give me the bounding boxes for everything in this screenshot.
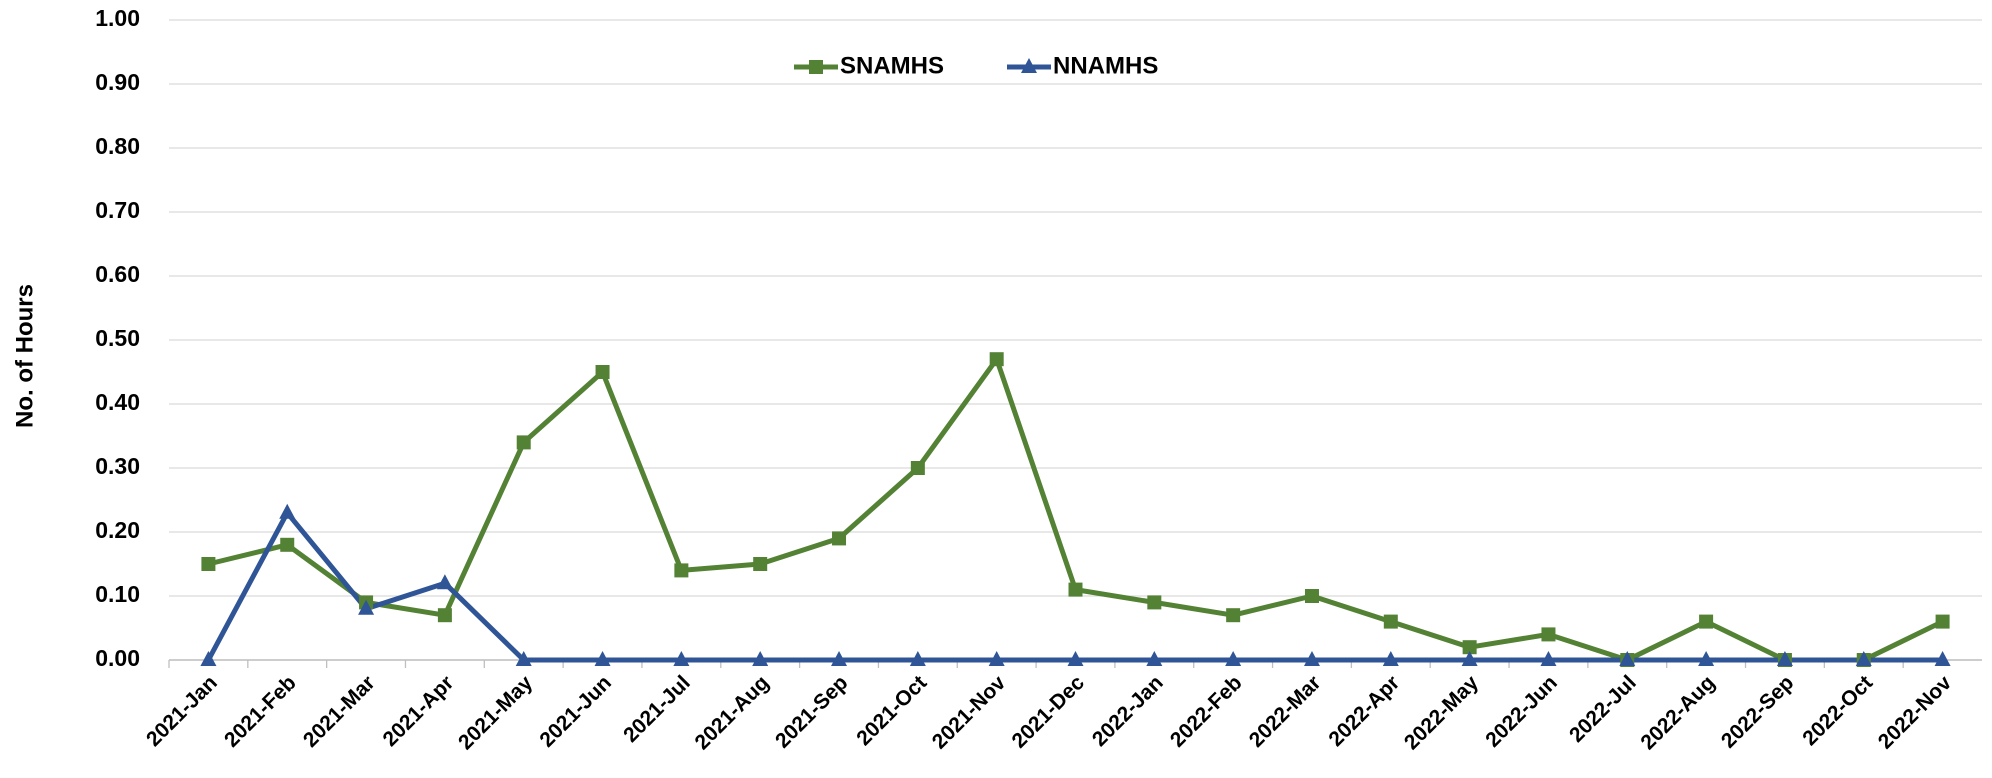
data-point [280,537,295,552]
data-point [1226,608,1241,623]
x-tick-label: 2022-Nov [1874,671,1957,754]
x-tick-label: 2021-Jul [619,671,695,747]
x-tick-label: 2022-Sep [1717,671,1798,752]
data-point [1146,651,1163,666]
data-point [1698,651,1715,666]
data-point [1934,651,1951,666]
x-tick-label: 2022-Jun [1481,671,1562,752]
legend-marker [1021,58,1037,73]
x-tick-label: 2021-Dec [1007,671,1089,753]
x-tick-label: 2021-Mar [299,671,380,752]
data-point [832,531,847,546]
x-tick-label: 2021-Sep [771,671,852,752]
data-point [1225,651,1242,666]
data-point [1068,582,1083,597]
x-tick-label: 2021-Jun [535,671,616,752]
y-axis-label: No. of Hours [11,284,38,428]
x-tick-label: 2022-Feb [1166,671,1247,752]
x-tick-label: 2022-Mar [1245,671,1326,752]
y-tick-label: 0.90 [95,69,140,95]
y-tick-label: 0.30 [95,453,140,479]
data-point [200,651,217,666]
data-point [358,599,375,615]
y-tick-label: 1.00 [95,5,140,31]
x-tick-label: 2021-Oct [852,671,931,750]
legend-marker [809,60,823,74]
data-point [1383,614,1398,629]
data-point [674,563,689,578]
data-point [515,651,532,666]
data-point [595,365,610,379]
y-tick-label: 0.50 [95,325,140,351]
data-point [1303,651,1320,666]
data-point [909,651,926,666]
data-point [989,352,1004,367]
y-tick-label: 0.10 [95,581,140,607]
data-point [594,651,611,666]
x-tick-label: 2022-May [1400,671,1483,754]
x-tick-label: 2021-Nov [928,671,1011,754]
data-point [437,608,452,623]
y-tick-label: 0.80 [95,133,140,159]
x-tick-label: 2022-Jul [1565,671,1641,747]
y-tick-label: 0.20 [95,517,140,543]
data-point [1540,651,1557,666]
data-point [1067,651,1084,666]
x-tick-label: 2021-Jan [142,671,222,751]
data-point [988,651,1005,666]
legend-label: NNAMHS [1053,52,1158,79]
data-point [1147,595,1162,610]
data-point [201,557,216,571]
data-point [1699,614,1714,629]
x-tick-label: 2021-May [454,671,537,754]
data-point [1382,651,1399,666]
data-point [1855,651,1872,666]
data-point [516,435,531,450]
data-point [279,503,296,519]
y-tick-label: 0.60 [95,261,140,287]
data-point [1462,640,1477,655]
x-tick-label: 2022-Oct [1798,671,1877,750]
x-tick-label: 2022-Apr [1324,671,1404,751]
data-point [753,557,768,571]
y-tick-label: 0.00 [95,645,140,671]
legend-label: SNAMHS [840,52,944,79]
data-point [1541,627,1556,642]
x-tick-label: 2021-Aug [691,671,774,754]
x-tick-label: 2021-Feb [220,671,301,752]
data-point [1304,589,1319,603]
data-point [1935,614,1950,629]
data-point [436,574,453,590]
data-point [673,651,690,666]
data-point [831,651,848,666]
y-tick-label: 0.40 [95,389,140,415]
data-point [752,651,769,666]
data-point [1776,651,1793,666]
data-point [910,461,925,475]
y-tick-label: 0.70 [95,197,140,223]
data-point [1461,651,1478,666]
x-tick-label: 2022-Jan [1088,671,1168,751]
x-tick-label: 2021-Apr [379,671,459,751]
data-point [1619,651,1636,666]
x-tick-label: 2022-Aug [1636,671,1719,754]
